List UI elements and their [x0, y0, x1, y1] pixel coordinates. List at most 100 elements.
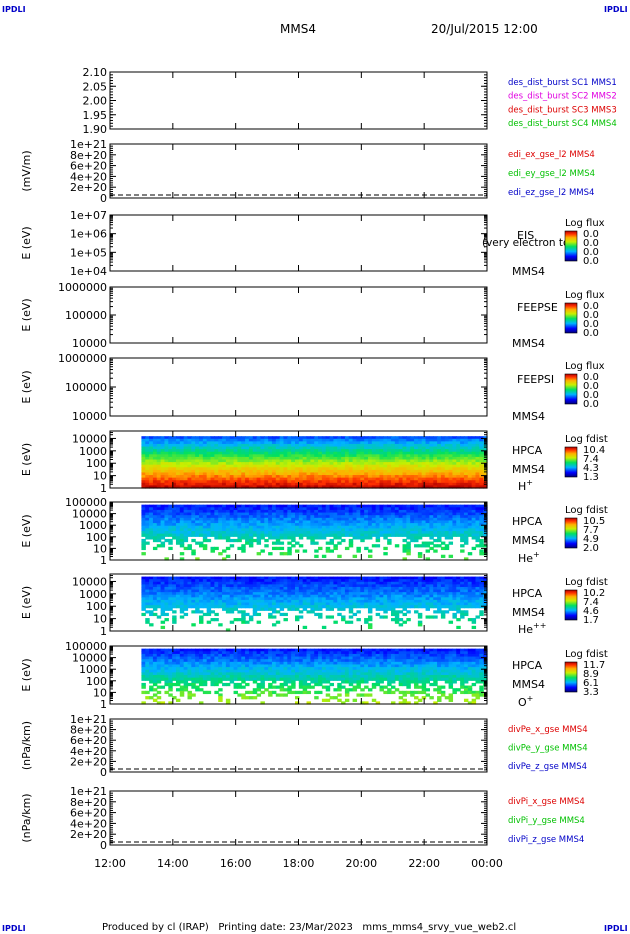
spectrogram-cell — [283, 602, 288, 606]
spectrogram-cell — [421, 477, 427, 481]
spectrogram-cell — [329, 482, 335, 487]
spectrogram-cell — [302, 515, 308, 519]
spectrogram-cell — [456, 517, 461, 522]
spectrogram-cell — [387, 541, 392, 545]
spectrogram-cell — [237, 477, 242, 481]
spectrogram-cell — [291, 482, 296, 487]
spectrogram-cell — [383, 584, 388, 588]
spectrogram-cell — [460, 592, 465, 596]
spectrogram-cell — [279, 469, 285, 474]
spectrogram-cell — [314, 464, 319, 468]
spectrogram-cell — [233, 515, 239, 519]
spectrogram-cell — [452, 517, 457, 522]
spectrogram-cell — [291, 517, 296, 522]
spectrogram-cell — [452, 475, 457, 479]
spectrogram-cell — [440, 523, 446, 527]
spectrogram-cell — [199, 509, 204, 514]
spectrogram-cell — [344, 517, 350, 522]
spectrogram-cell — [433, 615, 438, 619]
spectrogram-cell — [141, 584, 146, 588]
spectrogram-cell — [225, 533, 231, 537]
spectrogram-cell — [417, 520, 423, 524]
spectrogram-cell — [387, 592, 392, 596]
spectrogram-cell — [375, 594, 381, 598]
spectrogram-cell — [195, 605, 200, 609]
spectrogram-cell — [156, 520, 162, 524]
spectrogram-cell — [456, 576, 461, 580]
spectrogram-cell — [425, 515, 430, 519]
spectrogram-cell — [202, 523, 208, 527]
spectrogram-cell — [394, 599, 400, 604]
spectrogram-cell — [237, 597, 242, 601]
spectrogram-cell — [406, 482, 411, 487]
spectrogram-cell — [275, 520, 281, 524]
spectrogram-cell — [360, 528, 365, 532]
spectrogram-cell — [337, 597, 342, 601]
spectrogram-cell — [206, 462, 212, 466]
spectrogram-cell — [175, 462, 181, 466]
spectrogram-cell — [440, 594, 446, 598]
spectrogram-cell — [433, 544, 438, 548]
spectrogram-cell — [314, 536, 319, 540]
y-axis-label: E (eV) — [20, 443, 33, 476]
spectrogram-cell — [475, 592, 480, 596]
spectrogram-cell — [229, 533, 235, 537]
spectrogram-cell — [202, 464, 208, 468]
spectrogram-cell — [391, 592, 396, 596]
spectrogram-cell — [206, 612, 212, 617]
spectrogram-cell — [214, 517, 219, 522]
spectrogram-cell — [260, 456, 265, 461]
spectrogram-cell — [202, 472, 208, 476]
spectrogram-cell — [256, 520, 262, 524]
spectrogram-cell — [367, 623, 373, 627]
spacecraft-label: MMS4 — [512, 463, 545, 476]
spectrogram-cell — [156, 443, 162, 448]
spectrogram-cell — [283, 586, 288, 591]
spectrogram-cell — [475, 462, 480, 466]
spectrogram-cell — [260, 605, 265, 609]
spectrogram-cell — [179, 541, 185, 545]
spectrogram-cell — [410, 584, 415, 588]
spectrogram-cell — [256, 528, 262, 532]
spectrogram-cell — [367, 625, 373, 630]
spectrogram-cell — [364, 589, 369, 593]
spectrogram-cell — [241, 517, 246, 522]
spectrogram-cell — [375, 477, 381, 481]
spectrogram-cell — [460, 612, 465, 617]
spectrogram-cell — [237, 525, 242, 529]
spectrogram-cell — [222, 584, 227, 588]
spectrogram-cell — [222, 482, 227, 487]
spectrogram-cell — [367, 549, 373, 553]
spectrogram-cell — [421, 456, 427, 461]
spectrogram-cell — [199, 589, 204, 593]
spectrogram-cell — [341, 523, 346, 527]
spectrogram-cell — [463, 454, 469, 458]
spectrogram-cell — [141, 438, 146, 442]
spectrogram-cell — [414, 472, 419, 476]
spectrogram-cell — [367, 441, 373, 445]
spectrogram-cell — [179, 436, 185, 440]
spectrogram-cell — [237, 610, 242, 614]
spectrogram-cell — [306, 523, 311, 527]
spectrogram-cell — [287, 504, 292, 508]
spectrogram-cell — [425, 485, 430, 489]
spectrogram-cell — [237, 472, 242, 476]
spectrogram-cell — [156, 581, 162, 585]
spectrogram-cell — [375, 528, 381, 532]
spectrogram-cell — [199, 586, 204, 591]
spectrogram-cell — [375, 592, 381, 596]
y-tick-label: 10000 — [72, 410, 107, 423]
spectrogram-cell — [348, 592, 354, 596]
spectrogram-cell — [156, 525, 162, 529]
spectrogram-cell — [394, 509, 400, 514]
spectrogram-cell — [460, 454, 465, 458]
spectrogram-cell — [291, 528, 296, 532]
spectrogram-cell — [202, 520, 208, 524]
spectrogram-cell — [225, 597, 231, 601]
spectrogram-cell — [348, 533, 354, 537]
spectrogram-cell — [425, 507, 430, 511]
spectrogram-cell — [333, 531, 338, 535]
spectrogram-cell — [287, 480, 292, 484]
spectrogram-cell — [402, 517, 407, 522]
